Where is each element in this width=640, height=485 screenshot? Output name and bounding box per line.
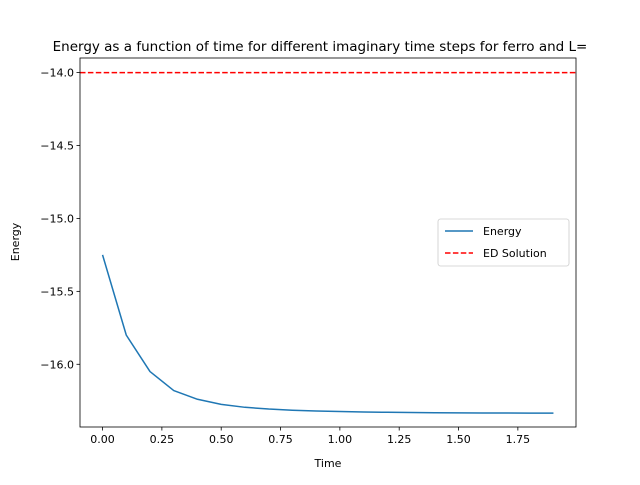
y-tick-label: −15.0 xyxy=(40,212,74,225)
legend-label: ED Solution xyxy=(483,247,547,260)
x-tick-label: 0.50 xyxy=(209,433,234,446)
chart-title: Energy as a function of time for differe… xyxy=(53,39,588,55)
plot-area xyxy=(80,71,576,414)
y-tick-label: −16.0 xyxy=(40,358,74,371)
y-axis-label: Energy xyxy=(9,222,22,261)
y-tick-label: −14.0 xyxy=(40,67,74,80)
y-axis: −14.0 −14.5 −15.0 −15.5 −16.0 xyxy=(40,67,80,371)
x-tick-label: 1.50 xyxy=(446,433,471,446)
legend-label: Energy xyxy=(483,225,522,238)
y-tick-label: −15.5 xyxy=(40,285,74,298)
x-axis-label: Time xyxy=(314,457,342,470)
x-tick-label: 0.75 xyxy=(268,433,293,446)
x-axis: 0.00 0.25 0.50 0.75 1.00 1.25 1.50 1.75 xyxy=(90,427,530,446)
x-tick-label: 0.25 xyxy=(150,433,175,446)
x-tick-label: 1.25 xyxy=(387,433,412,446)
x-tick-label: 1.75 xyxy=(506,433,531,446)
series-line-energy xyxy=(101,254,554,414)
legend: Energy ED Solution xyxy=(437,218,570,267)
x-tick-label: 1.00 xyxy=(328,433,353,446)
y-tick-label: −14.5 xyxy=(40,140,74,153)
axes-frame xyxy=(79,57,577,428)
x-tick-label: 0.00 xyxy=(90,433,115,446)
